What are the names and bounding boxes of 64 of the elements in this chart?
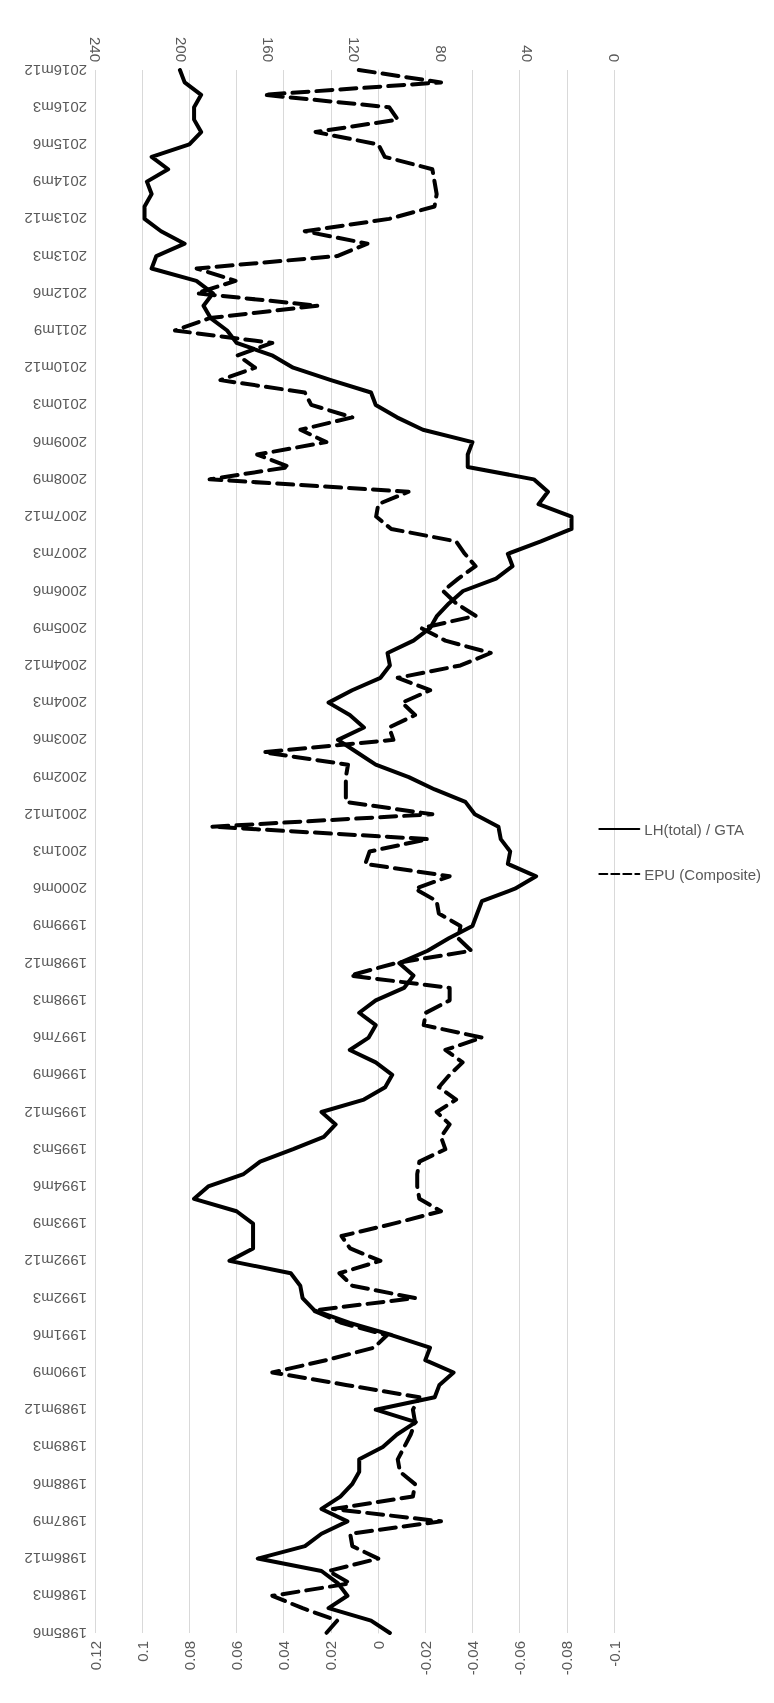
y-tick-label: 1995m12	[24, 1103, 87, 1121]
x-tick-label: 0.1	[133, 1641, 151, 1662]
y-tick-label: 2016m12	[24, 61, 87, 79]
y-tick-label: 2001m12	[24, 805, 87, 823]
x-tick-label: -0.06	[511, 1641, 529, 1676]
y-tick-label: 1996m9	[32, 1066, 87, 1084]
y-tick-label: 2007m12	[24, 508, 87, 526]
y-tick-label: 2000m6	[32, 880, 87, 898]
y-tick-label: 2013m3	[32, 247, 87, 265]
legend-label: LH(total) / GTA	[644, 820, 745, 838]
x-tick-label: -0.1	[605, 1641, 623, 1667]
y-tick-label: 2004m12	[24, 656, 87, 674]
y-tick-label: 2013m12	[24, 210, 87, 228]
y-tick-label: 2011m9	[33, 322, 87, 339]
y-tick-label: 2014m9	[32, 173, 87, 191]
y-tick-label: 2009m6	[32, 433, 87, 451]
y-tick-label: 1986m12	[24, 1550, 87, 1568]
x-tick-label: 0.08	[180, 1641, 198, 1671]
x-tick-label: 0.02	[322, 1641, 340, 1671]
y-tick-label: 2003m6	[32, 731, 87, 749]
y-tick-label: 1988m6	[32, 1475, 87, 1493]
y-tick-label: 2010m12	[24, 359, 87, 377]
x-tick-label: 0.06	[228, 1641, 246, 1671]
x2-tick-label: 40	[519, 45, 536, 62]
y-tick-label: 1992m3	[32, 1289, 87, 1307]
x2-tick-label: 240	[86, 36, 104, 62]
x2-tick-label: 80	[432, 45, 450, 62]
y-tick-label: 2010m3	[32, 396, 87, 414]
y-tick-label: 1998m3	[32, 991, 87, 1009]
y-tick-label: 2007m3	[32, 545, 87, 563]
y-tick-label: 2015m6	[32, 135, 87, 153]
y-tick-label: 2016m3	[32, 98, 87, 116]
x-tick-label: -0.08	[558, 1641, 576, 1676]
x-tick-label: 0.12	[86, 1641, 104, 1671]
y-tick-label: 1991m6	[32, 1326, 87, 1344]
y-tick-label: 2008m9	[32, 470, 87, 488]
y-tick-label: 2002m9	[32, 768, 87, 786]
y-tick-label: 2006m6	[32, 582, 87, 600]
x-tick-label: 0	[369, 1641, 387, 1650]
y-tick-label: 2012m6	[32, 284, 87, 302]
y-tick-label: 1993m9	[32, 1215, 87, 1233]
x2-tick-label: 0	[605, 53, 623, 62]
y-tick-label: 1986m3	[32, 1587, 87, 1605]
y-tick-label: 1989m12	[24, 1401, 87, 1419]
x-tick-label: -0.02	[416, 1641, 434, 1676]
y-tick-label: 1987m9	[32, 1512, 87, 1530]
y-tick-label: 1998m12	[24, 954, 87, 972]
x2-tick-label: 200	[173, 36, 190, 62]
y-tick-label: 2005m9	[32, 619, 87, 637]
x-tick-label: -0.04	[463, 1641, 481, 1676]
y-tick-label: 1997m6	[32, 1029, 87, 1047]
y-tick-label: 2001m3	[32, 843, 87, 860]
y-tick-label: 1985m6	[32, 1624, 87, 1642]
y-tick-label: 2004m3	[32, 694, 87, 712]
y-tick-label: 1999m9	[32, 917, 87, 935]
y-tick-label: 1995m3	[32, 1140, 87, 1158]
legend-label: EPU (Composite)	[644, 865, 762, 883]
y-tick-label: 1990m9	[32, 1364, 87, 1381]
y-tick-label: 1989m3	[32, 1438, 87, 1456]
x2-tick-label: 120	[346, 36, 363, 62]
y-tick-label: 1992m12	[24, 1252, 87, 1270]
x-tick-label: 0.04	[275, 1641, 293, 1671]
x2-tick-label: 160	[259, 36, 277, 62]
y-tick-label: 1994m6	[32, 1177, 87, 1195]
